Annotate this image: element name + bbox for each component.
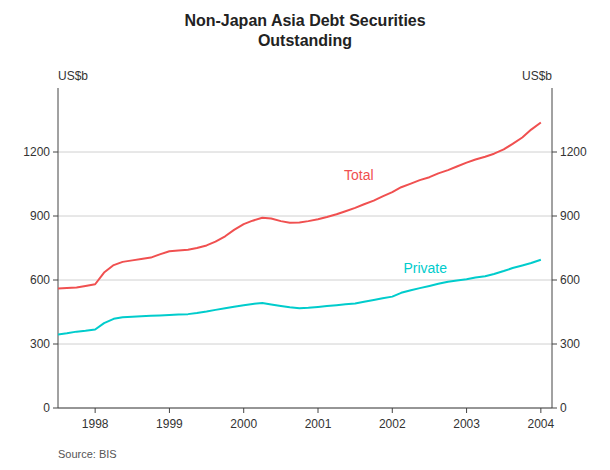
y-tick bbox=[53, 408, 58, 409]
x-tick bbox=[540, 408, 541, 413]
x-tick-label: 2004 bbox=[528, 417, 555, 431]
x-tick-label: 1998 bbox=[82, 417, 109, 431]
axes: 1998 1999 2000 2001 2002 2003 2004 0 300 600 900 12… bbox=[23, 88, 587, 431]
x-tick-label: 1999 bbox=[156, 417, 183, 431]
annotation: Total bbox=[344, 167, 374, 183]
x-tick bbox=[318, 408, 319, 413]
x-tick bbox=[95, 408, 96, 413]
grid-line bbox=[58, 280, 552, 281]
y-tick bbox=[53, 152, 58, 153]
y2-tick bbox=[552, 216, 557, 217]
annotations: Total Private bbox=[344, 167, 447, 276]
y-tick bbox=[53, 216, 58, 217]
x-tick-label: 2002 bbox=[379, 417, 406, 431]
grid-line bbox=[58, 216, 552, 217]
y2-axis-line bbox=[552, 88, 553, 408]
source: Source: BIS bbox=[58, 448, 117, 460]
y-axis-line bbox=[58, 88, 59, 408]
x-tick bbox=[466, 408, 467, 413]
y-tick-label: 900 bbox=[30, 209, 50, 223]
y2-tick bbox=[552, 344, 557, 345]
grid-line bbox=[58, 344, 552, 345]
x-tick bbox=[169, 408, 170, 413]
y-tick-label: 1200 bbox=[23, 145, 50, 159]
y-tick bbox=[53, 344, 58, 345]
x-tick bbox=[392, 408, 393, 413]
grid-line bbox=[58, 152, 552, 153]
x-tick-label: 2003 bbox=[453, 417, 480, 431]
x-tick bbox=[243, 408, 244, 413]
y-tick-label: 600 bbox=[30, 273, 50, 287]
series-line bbox=[58, 123, 541, 289]
title-line: Non-Japan Asia Debt Securities bbox=[184, 12, 425, 29]
chart-container: Non-Japan Asia Debt Securities Outstandin… bbox=[0, 0, 610, 470]
y-axis-label: US$b bbox=[58, 69, 88, 83]
y-tick-label: 300 bbox=[30, 337, 50, 351]
y-tick bbox=[53, 280, 58, 281]
y2-tick-label: 900 bbox=[560, 209, 580, 223]
y-tick-label: 0 bbox=[43, 401, 50, 415]
y2-tick-label: 1200 bbox=[560, 145, 587, 159]
x-tick-label: 2000 bbox=[230, 417, 257, 431]
y2-tick-label: 600 bbox=[560, 273, 580, 287]
series-line bbox=[58, 260, 541, 335]
plot-area bbox=[58, 123, 541, 335]
chart-svg: Non-Japan Asia Debt Securities Outstandin… bbox=[0, 0, 610, 470]
y2-axis-label: US$b bbox=[522, 69, 552, 83]
annotation: Private bbox=[403, 260, 447, 276]
title: Non-Japan Asia Debt Securities Outstandin… bbox=[184, 12, 425, 49]
x-axis-line bbox=[58, 408, 552, 409]
grid bbox=[58, 152, 552, 408]
y2-tick bbox=[552, 152, 557, 153]
grid-line bbox=[58, 408, 552, 409]
y2-tick-label: 300 bbox=[560, 337, 580, 351]
x-tick-label: 2001 bbox=[305, 417, 332, 431]
title-line: Outstanding bbox=[258, 32, 352, 49]
y2-tick-label: 0 bbox=[560, 401, 567, 415]
y2-tick bbox=[552, 280, 557, 281]
background bbox=[0, 0, 610, 470]
y2-tick bbox=[552, 408, 557, 409]
